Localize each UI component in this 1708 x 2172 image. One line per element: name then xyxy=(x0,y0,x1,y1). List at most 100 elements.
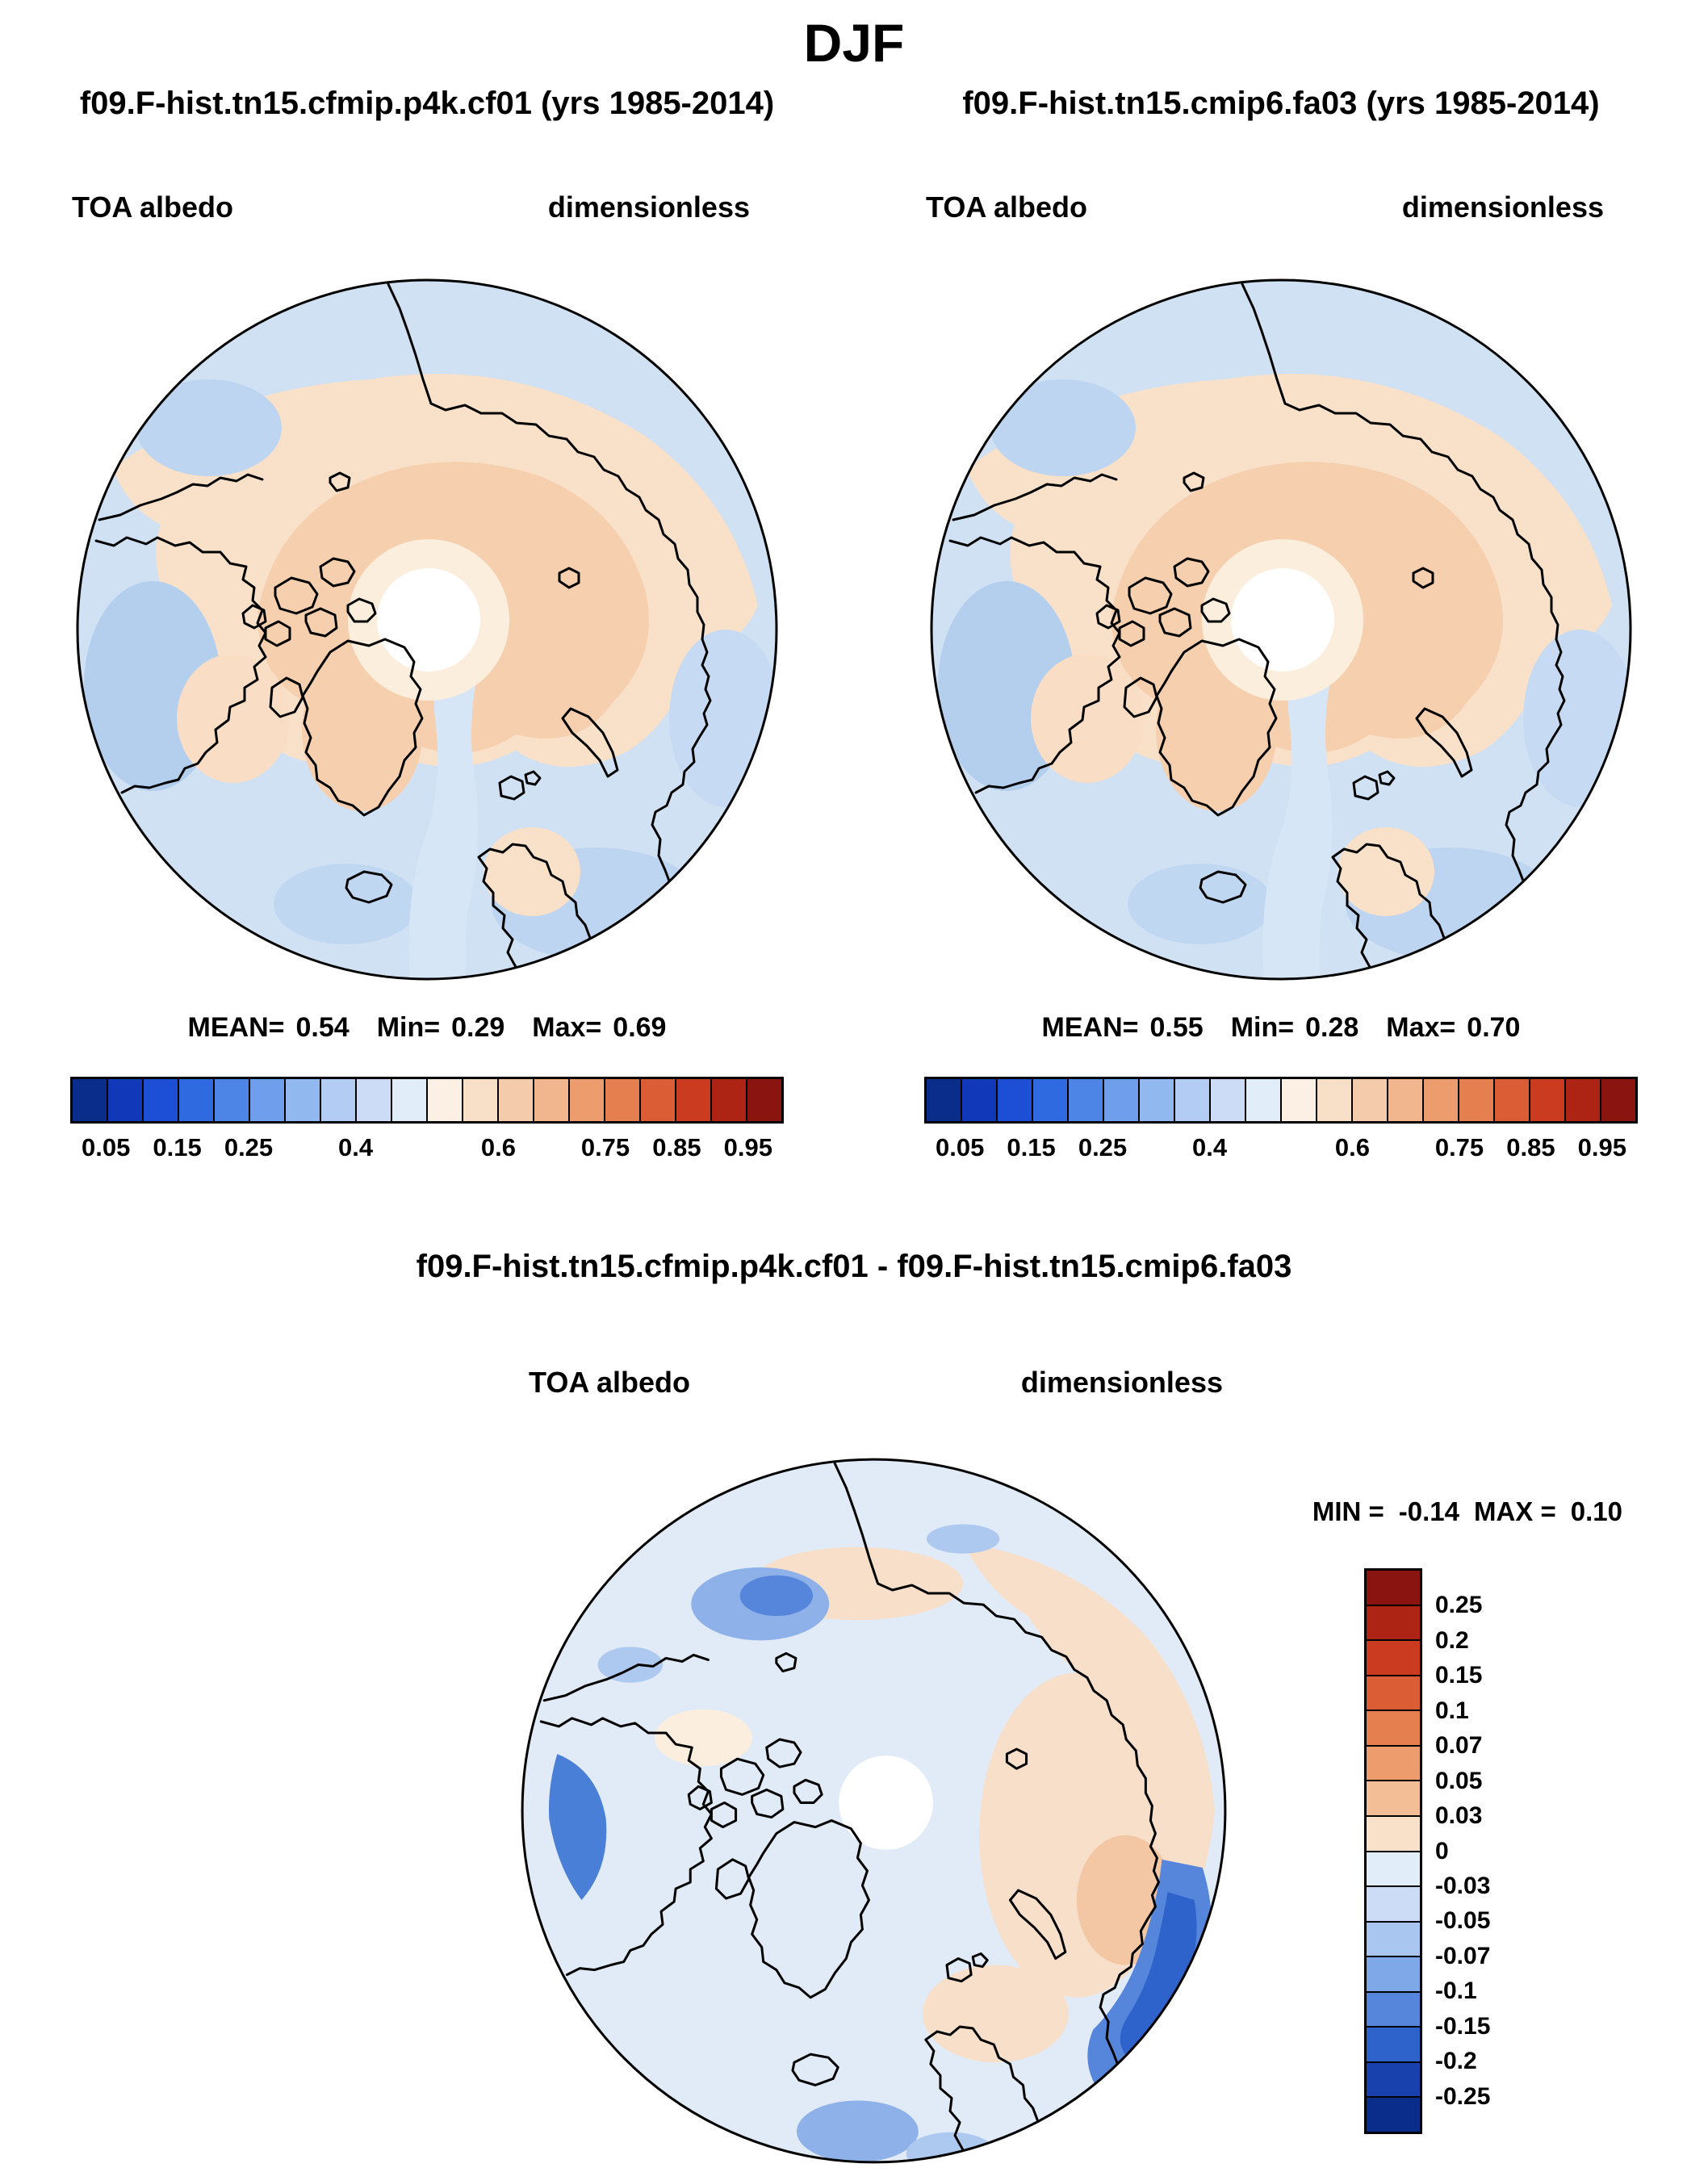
albedo-map-cf01 xyxy=(76,278,778,981)
colorbar-tick-label: 0.25 xyxy=(1078,1133,1128,1161)
colorbar-cell xyxy=(1211,1079,1246,1121)
colorbar-tick-label: 0.05 xyxy=(936,1133,985,1161)
colorbar-tick-label: -0.05 xyxy=(1435,1907,1491,1935)
colorbar-tick-label: 0.75 xyxy=(580,1133,630,1161)
albedo-colorbar-block-cf01: 0.05 0.15 0.25 0.4 0.6 0.75 0.85 0.95 xyxy=(70,1077,784,1169)
colorbar-tick-label: 0.4 xyxy=(1192,1133,1228,1161)
field-label: TOA albedo xyxy=(926,190,1088,224)
colorbar-cell xyxy=(1140,1079,1175,1121)
diff-field-row: TOA albedo dimensionless xyxy=(509,1364,1243,1401)
colorbar-tick-label: -0.03 xyxy=(1435,1872,1491,1899)
field-label: TOA albedo xyxy=(529,1366,691,1399)
stats-mean-label: MEAN= xyxy=(1041,1012,1139,1043)
colorbar-tick-label: 0.85 xyxy=(652,1133,701,1161)
colorbar-cell xyxy=(1246,1079,1282,1121)
colorbar-cell xyxy=(605,1079,641,1121)
map-stats-fa03: MEAN= 0.55 Min= 0.28 Max= 0.70 xyxy=(1042,1011,1521,1044)
colorbar-cell xyxy=(179,1079,215,1121)
page-title: DJF xyxy=(803,13,905,73)
colorbar-cell xyxy=(1367,1711,1420,1747)
colorbar-cell xyxy=(357,1079,392,1121)
panel-fa03: TOA albedo dimensionless MEAN= 0.55 Min= 0… xyxy=(854,189,1708,1169)
colorbar-cell xyxy=(1424,1079,1459,1121)
colorbar-tick-label: 0.95 xyxy=(1577,1133,1626,1161)
colorbar-cell xyxy=(676,1079,712,1121)
albedo-colorbar-ticks: 0.05 0.15 0.25 0.4 0.6 0.75 0.85 0.95 xyxy=(70,1130,784,1169)
colorbar-cell xyxy=(1367,2098,1420,2132)
colorbar-cell xyxy=(1353,1079,1388,1121)
colorbar-cell xyxy=(1282,1079,1317,1121)
colorbar-tick-label: 0.15 xyxy=(1435,1662,1483,1689)
stats-max-value: 0.70 xyxy=(1467,1012,1521,1043)
colorbar-cell xyxy=(1367,1922,1420,1958)
colorbar-cell xyxy=(1033,1079,1069,1121)
colorbar-tick-label: 0.85 xyxy=(1506,1133,1555,1161)
colorbar-cell xyxy=(998,1079,1033,1121)
albedo-colorbar-ticks: 0.05 0.15 0.25 0.4 0.6 0.75 0.85 0.95 xyxy=(924,1130,1638,1169)
colorbar-cell xyxy=(1367,1816,1420,1852)
stats-max-label: Max= xyxy=(1386,1012,1456,1043)
diff-colorbar-ticks: 0.25 0.2 0.15 0.1 0.07 0.05 0.03 0 -0.03 -0.05 -0.… xyxy=(1435,1571,1564,2132)
colorbar-cell xyxy=(1601,1079,1635,1121)
colorbar-tick-label: 0.1 xyxy=(1435,1697,1469,1724)
diff-panel: MIN = -0.14 MAX = 0.10 0.25 0.2 0.15 0.1 0.0… xyxy=(0,1446,1708,2172)
stats-min-value: 0.29 xyxy=(451,1012,505,1043)
colorbar-tick-label: 0.2 xyxy=(1435,1626,1469,1654)
colorbar-cell xyxy=(286,1079,321,1121)
albedo-colorbar xyxy=(924,1077,1638,1124)
colorbar-tick-label: 0.15 xyxy=(1007,1133,1056,1161)
colorbar-tick-label: 0.95 xyxy=(723,1133,772,1161)
colorbar-cell xyxy=(215,1079,250,1121)
colorbar-tick-label: 0.25 xyxy=(224,1133,274,1161)
colorbar-tick-label: 0.05 xyxy=(82,1133,131,1161)
stats-min-label: Min= xyxy=(1230,1012,1295,1043)
units-label: dimensionless xyxy=(1020,1366,1223,1399)
diff-colorbar-block: 0.25 0.2 0.15 0.1 0.07 0.05 0.03 0 -0.03 -0.05 -0.… xyxy=(1364,1568,1490,2134)
colorbar-cell xyxy=(747,1079,781,1121)
colorbar-tick-label: 0 xyxy=(1435,1837,1449,1864)
difference-map xyxy=(521,1458,1227,2164)
colorbar-tick-label: 0.75 xyxy=(1434,1133,1484,1161)
colorbar-cell xyxy=(73,1079,108,1121)
colorbar-cell xyxy=(1104,1079,1140,1121)
colorbar-cell xyxy=(1367,1746,1420,1782)
map-panels-row: TOA albedo dimensionless MEAN= 0.54 Min= 0… xyxy=(0,189,1708,1169)
diff-minmax-stats: MIN = -0.14 MAX = 0.10 xyxy=(1312,1496,1622,1528)
colorbar-cell xyxy=(641,1079,676,1121)
colorbar-tick-label: 0.05 xyxy=(1435,1767,1483,1794)
stats-max-value: 0.10 xyxy=(1570,1496,1622,1526)
colorbar-cell xyxy=(927,1079,962,1121)
albedo-colorbar-block-fa03: 0.05 0.15 0.25 0.4 0.6 0.75 0.85 0.95 xyxy=(924,1077,1638,1169)
run-titles-row: f09.F-hist.tn15.cfmip.p4k.cf01 (yrs 1985… xyxy=(0,82,1708,124)
colorbar-cell xyxy=(1367,1676,1420,1712)
stats-max-label: MAX = xyxy=(1473,1496,1556,1526)
colorbar-tick-label: -0.25 xyxy=(1435,2082,1491,2110)
diff-title: f09.F-hist.tn15.cfmip.p4k.cf01 - f09.F-h… xyxy=(416,1249,1292,1284)
panel-cf01: TOA albedo dimensionless MEAN= 0.54 Min= 0… xyxy=(0,189,854,1169)
run-title-left: f09.F-hist.tn15.cfmip.p4k.cf01 (yrs 1985… xyxy=(79,86,775,121)
field-row-cf01: TOA albedo dimensionless xyxy=(72,189,782,226)
colorbar-cell xyxy=(1566,1079,1601,1121)
colorbar-cell xyxy=(1367,1887,1420,1923)
colorbar-tick-label: 0.03 xyxy=(1435,1802,1483,1830)
stats-min-value: -0.14 xyxy=(1398,1496,1459,1526)
stats-min-value: 0.28 xyxy=(1305,1012,1359,1043)
run-title-right: f09.F-hist.tn15.cmip6.fa03 (yrs 1985-201… xyxy=(962,86,1600,121)
colorbar-cell xyxy=(1367,1571,1420,1606)
albedo-colorbar xyxy=(70,1077,784,1124)
stats-max-value: 0.69 xyxy=(613,1012,667,1043)
colorbar-cell xyxy=(108,1079,144,1121)
colorbar-cell xyxy=(1367,2028,1420,2063)
stats-mean-label: MEAN= xyxy=(187,1012,285,1043)
colorbar-cell xyxy=(499,1079,534,1121)
colorbar-cell xyxy=(1459,1079,1495,1121)
colorbar-tick-label: 0.07 xyxy=(1435,1732,1483,1760)
units-label: dimensionless xyxy=(1401,190,1604,224)
colorbar-cell xyxy=(1367,1852,1420,1888)
colorbar-cell xyxy=(534,1079,570,1121)
colorbar-cell xyxy=(1175,1079,1211,1121)
colorbar-cell xyxy=(712,1079,747,1121)
diff-colorbar xyxy=(1364,1568,1422,2134)
colorbar-cell xyxy=(1367,1641,1420,1676)
